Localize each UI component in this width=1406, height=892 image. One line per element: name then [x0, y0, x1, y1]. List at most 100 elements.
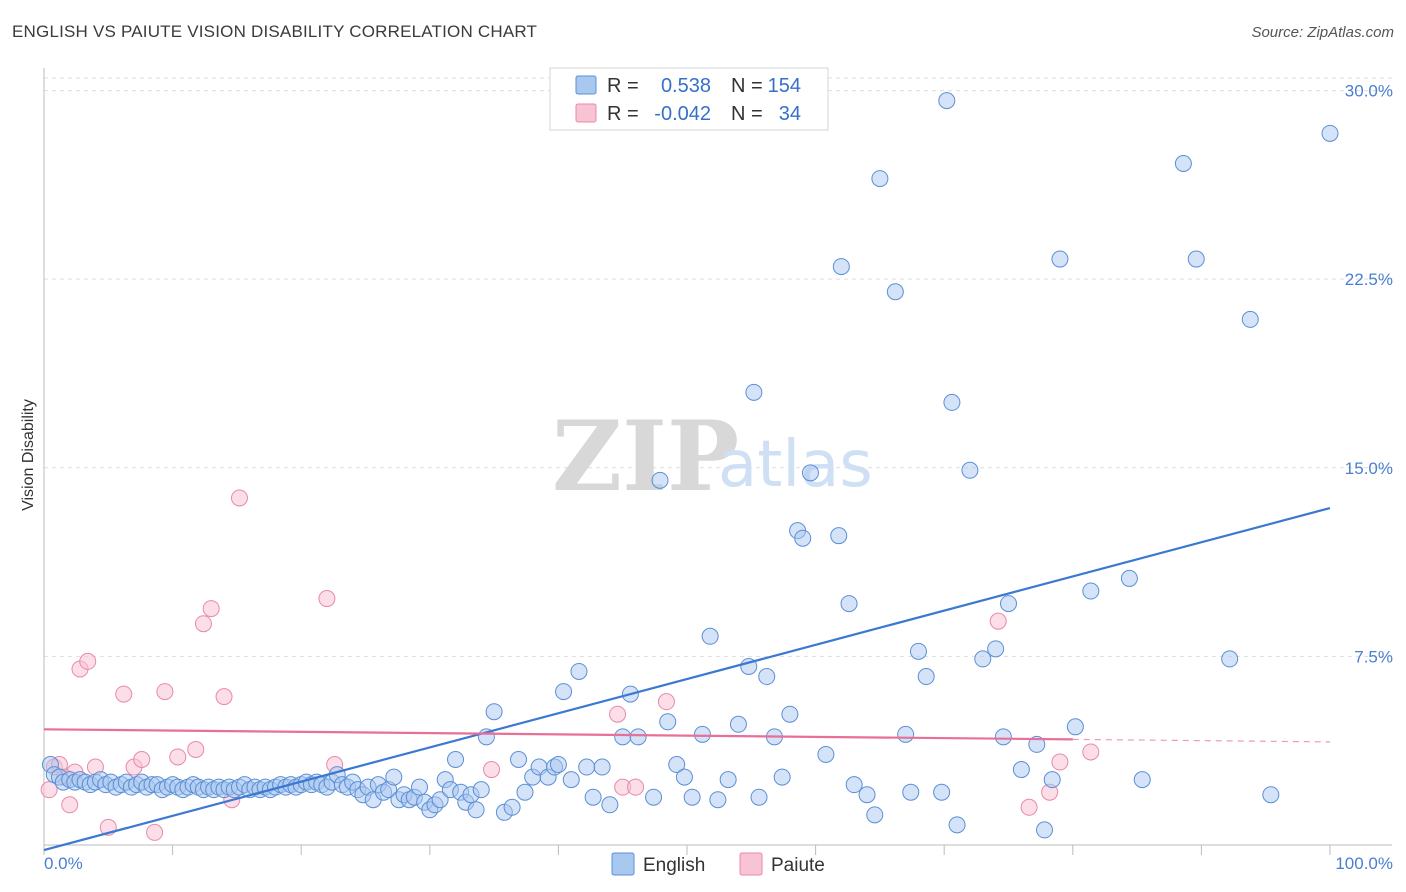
paiute-point — [79, 652, 97, 670]
paiute-point — [1082, 743, 1100, 761]
english-point — [645, 788, 663, 806]
english-point — [781, 705, 799, 723]
english-r-value: 0.538 — [661, 75, 711, 97]
watermark-atlas: atlas — [718, 428, 873, 502]
english-trend-line — [43, 506, 1331, 852]
english-point — [719, 771, 737, 789]
paiute-point — [133, 750, 151, 768]
y-tick-labels: 7.5% 15.0% 22.5% 30.0% — [1345, 82, 1393, 667]
paiute-point — [202, 600, 220, 618]
english-point — [909, 642, 927, 660]
english-point — [840, 595, 858, 613]
english-point — [1187, 250, 1205, 268]
english-point — [503, 798, 521, 816]
english-n-value: 154 — [768, 75, 801, 97]
english-point — [570, 662, 588, 680]
english-point — [385, 768, 403, 786]
english-point — [447, 750, 465, 768]
bottom-english-label: English — [643, 855, 705, 876]
stats-legend: R = 0.538 N = 154 R = -0.042 N = 34 — [549, 67, 829, 131]
english-point — [1133, 771, 1151, 789]
english-point — [902, 783, 920, 801]
english-point — [668, 756, 686, 774]
trend-lines — [43, 506, 1331, 852]
english-point — [745, 383, 763, 401]
paiute-point — [230, 489, 248, 507]
english-swatch — [575, 75, 597, 95]
english-point — [614, 728, 632, 746]
paiute-n-value: 34 — [779, 103, 801, 125]
english-point — [886, 283, 904, 301]
paiute-n-label: N = — [731, 103, 763, 125]
chart-title: ENGLISH VS PAIUTE VISION DISABILITY CORR… — [12, 22, 538, 41]
english-point — [510, 750, 528, 768]
paiute-point — [989, 612, 1007, 630]
paiute-point — [156, 683, 174, 701]
english-point — [917, 668, 935, 686]
english-point — [1066, 718, 1084, 736]
english-point — [1174, 155, 1192, 173]
english-point — [651, 471, 669, 489]
paiute-point — [215, 688, 233, 706]
english-point — [729, 715, 747, 733]
english-r-label: R = — [607, 75, 639, 97]
paiute-point — [657, 693, 675, 711]
english-point — [750, 788, 768, 806]
paiute-point — [115, 685, 133, 703]
bottom-legend: English Paiute — [611, 852, 825, 876]
english-point — [562, 771, 580, 789]
english-point — [701, 627, 719, 645]
paiute-point — [1020, 798, 1038, 816]
paiute-point — [169, 748, 187, 766]
bottom-paiute-swatch — [739, 852, 763, 876]
paiute-point — [40, 781, 58, 799]
paiute-r-value: -0.042 — [654, 103, 711, 125]
english-point — [758, 668, 776, 686]
english-point — [578, 758, 596, 776]
english-point — [1028, 735, 1046, 753]
english-point — [683, 788, 701, 806]
english-point — [472, 781, 490, 799]
english-point — [411, 778, 429, 796]
english-point — [845, 776, 863, 794]
english-point — [584, 788, 602, 806]
english-point — [1012, 761, 1030, 779]
paiute-r-label: R = — [607, 103, 639, 125]
source-label: Source: ZipAtlas.com — [1251, 24, 1394, 41]
english-point — [1321, 124, 1339, 142]
english-point — [549, 756, 567, 774]
english-point — [1000, 595, 1017, 613]
x-tick-min: 0.0% — [44, 854, 83, 873]
watermark-zip: ZIP — [552, 400, 739, 513]
paiute-trend-extension — [1072, 738, 1331, 743]
english-point — [987, 640, 1005, 658]
paiute-point — [61, 796, 79, 814]
english-point — [467, 801, 485, 819]
paiute-swatch — [575, 103, 597, 123]
english-point — [1262, 786, 1280, 804]
paiute-point — [483, 761, 501, 779]
paiute-point — [146, 823, 164, 841]
english-point — [1082, 582, 1100, 600]
english-point — [555, 683, 573, 701]
english-point — [830, 527, 848, 545]
english-point — [948, 816, 966, 834]
english-point — [1043, 771, 1061, 789]
x-tick-max: 100.0% — [1335, 854, 1393, 873]
english-point — [871, 170, 889, 188]
english-point — [431, 791, 449, 809]
paiute-point — [187, 740, 205, 758]
english-point — [801, 464, 819, 482]
paiute-point — [1051, 753, 1069, 771]
english-point — [709, 791, 727, 809]
y-axis-label: Vision Disability — [20, 399, 37, 511]
paiute-point — [194, 615, 212, 633]
bottom-paiute-label: Paiute — [771, 855, 825, 876]
y-tick-label: 30.0% — [1345, 82, 1393, 101]
paiute-point — [627, 778, 645, 796]
english-point — [832, 258, 850, 276]
english-point — [593, 758, 611, 776]
paiute-point — [318, 590, 336, 608]
english-point — [994, 728, 1012, 746]
